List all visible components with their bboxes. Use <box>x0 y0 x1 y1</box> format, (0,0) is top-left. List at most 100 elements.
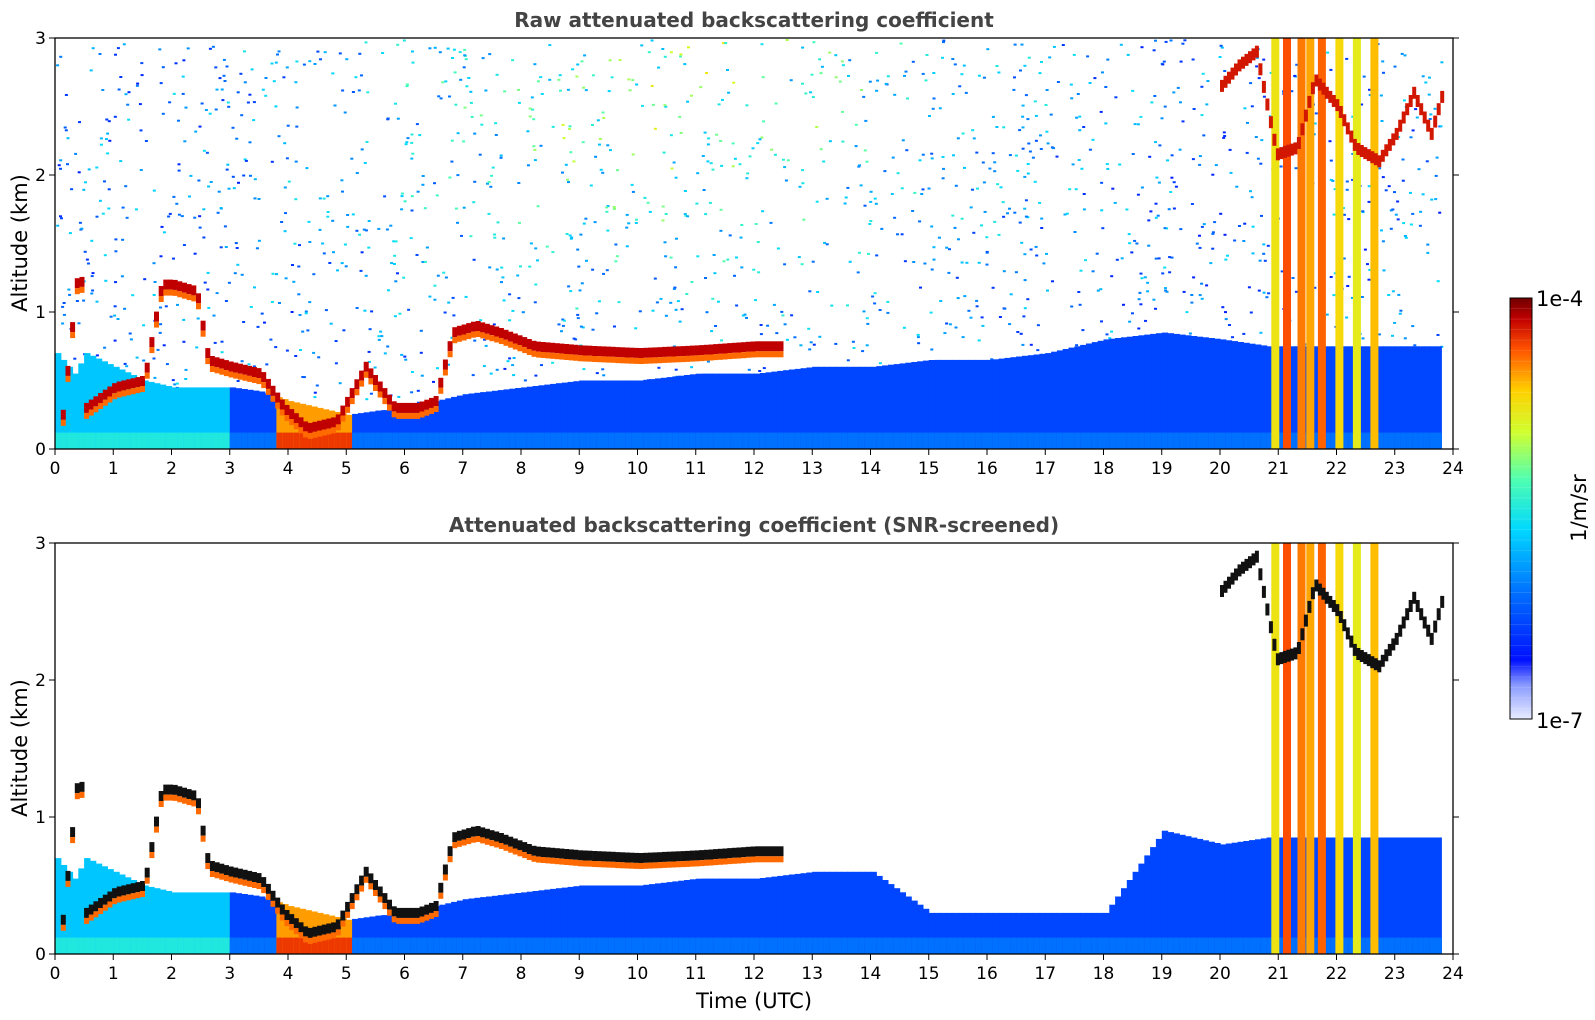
noise-speck <box>95 215 99 218</box>
noise-speck <box>846 186 850 189</box>
noise-speck <box>211 45 215 48</box>
boundary-layer-cell <box>707 373 714 449</box>
boundary-layer-cell <box>806 367 813 449</box>
noise-speck <box>565 233 569 235</box>
cloud-layer-cell <box>326 923 332 934</box>
cloud-layer-edge <box>391 916 397 923</box>
high-cloud-cell <box>1359 650 1364 662</box>
surface-cell <box>788 937 796 954</box>
noise-speck <box>396 272 399 275</box>
boundary-layer-cell <box>398 408 406 449</box>
cloud-layer-edge <box>312 936 318 943</box>
cloud-layer-cell <box>387 899 392 910</box>
noise-speck <box>685 293 689 295</box>
noise-speck <box>864 119 868 122</box>
cloud-layer-edge <box>470 836 476 843</box>
noise-speck <box>634 327 638 330</box>
noise-speck <box>1290 90 1294 93</box>
precip-column <box>1283 543 1291 954</box>
noise-speck <box>1111 187 1115 190</box>
boundary-layer-cell <box>1056 350 1064 449</box>
surface-cell <box>270 937 277 954</box>
noise-speck <box>1361 337 1365 340</box>
x-tick-label: 11 <box>685 459 707 479</box>
surface-cell <box>433 432 440 449</box>
y-tick-label: 2 <box>35 166 46 186</box>
cloud-layer-edge <box>116 391 122 398</box>
cloud-layer-edge <box>228 876 234 883</box>
noise-speck <box>358 233 362 236</box>
noise-speck <box>640 44 644 47</box>
noise-speck <box>490 174 494 177</box>
cloud-layer-edge <box>689 355 695 362</box>
surface-cell <box>701 937 708 954</box>
boundary-layer-cell <box>223 387 231 449</box>
noise-speck <box>896 233 899 236</box>
noise-speck <box>802 218 806 221</box>
surface-cell <box>899 432 906 449</box>
noise-speck <box>937 236 941 239</box>
cloud-layer-cell <box>70 322 76 333</box>
surface-cell <box>1185 432 1192 449</box>
boundary-layer-cell <box>946 359 953 449</box>
noise-speck <box>618 59 622 62</box>
noise-speck <box>518 221 521 224</box>
cloud-layer-cell <box>312 926 318 937</box>
noise-speck <box>220 88 224 91</box>
boundary-layer-cell <box>777 875 784 954</box>
noise-speck <box>579 233 583 236</box>
noise-speck <box>1351 178 1355 181</box>
surface-cell <box>765 937 772 954</box>
cloud-layer-cell <box>429 902 434 913</box>
noise-speck <box>1161 272 1165 275</box>
noise-speck <box>964 91 968 94</box>
x-axis-label: Time (UTC) <box>695 989 812 1013</box>
boundary-layer-cell <box>975 912 982 954</box>
cloud-layer-edge <box>228 371 234 378</box>
cloud-layer-edge <box>345 911 351 918</box>
noise-speck <box>90 239 94 242</box>
cloud-layer-edge <box>671 356 677 363</box>
noise-speck <box>1131 89 1135 92</box>
boundary-layer-cell <box>130 880 138 954</box>
boundary-layer-cell <box>573 886 580 954</box>
boundary-layer-cell <box>730 878 738 954</box>
boundary-layer-cell <box>579 380 586 449</box>
noise-speck <box>838 80 842 83</box>
surface-cell <box>95 937 103 954</box>
noise-speck <box>202 236 206 239</box>
high-cloud-cell <box>1324 591 1329 604</box>
noise-speck <box>389 224 393 227</box>
noise-speck <box>194 130 198 133</box>
boundary-layer-cell <box>1388 837 1396 954</box>
noise-speck <box>1404 236 1408 239</box>
noise-speck <box>1313 286 1317 289</box>
cloud-layer-cell <box>354 379 360 390</box>
surface-cell <box>800 937 807 954</box>
surface-cell <box>276 937 283 954</box>
high-cloud-cell <box>1314 579 1319 592</box>
noise-speck <box>713 272 717 275</box>
noise-speck <box>1329 276 1333 278</box>
boundary-layer-cell <box>1208 841 1215 954</box>
noise-speck <box>679 53 683 56</box>
noise-speck <box>508 293 512 296</box>
panel-title: Raw attenuated backscattering coefficien… <box>514 8 994 32</box>
cloud-layer-edge <box>489 840 495 847</box>
noise-speck <box>360 148 364 151</box>
boundary-layer-cell <box>788 369 796 449</box>
noise-speck <box>1021 343 1025 346</box>
noise-speck <box>844 196 848 199</box>
noise-speck <box>998 316 1002 318</box>
noise-speck <box>1045 130 1049 133</box>
noise-speck <box>1023 253 1027 256</box>
noise-speck <box>613 325 616 328</box>
boundary-layer-cell <box>684 880 691 954</box>
noise-speck <box>1255 65 1259 68</box>
noise-speck <box>160 225 164 228</box>
noise-speck <box>883 170 887 173</box>
noise-speck <box>277 50 281 53</box>
cloud-layer-edge <box>70 332 76 339</box>
noise-speck <box>995 126 999 128</box>
noise-speck <box>731 142 735 145</box>
